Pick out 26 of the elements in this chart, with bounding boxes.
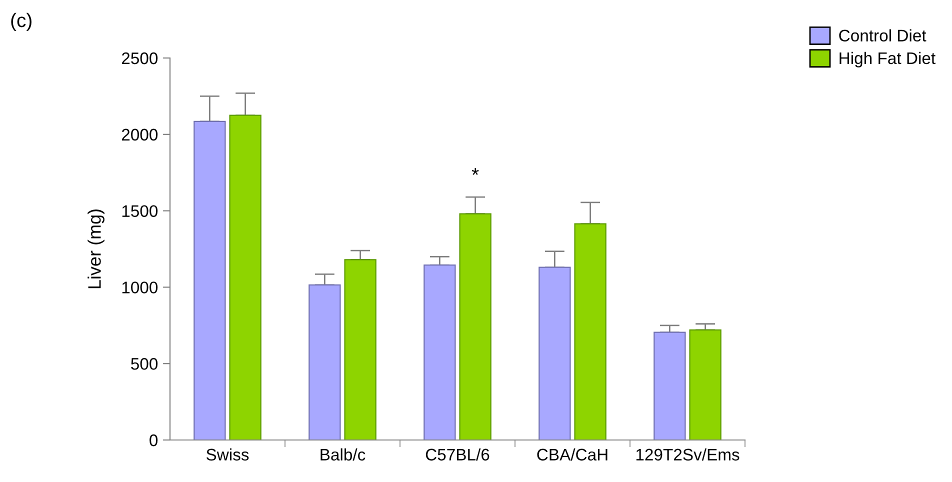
y-tick-label: 2500: [122, 52, 158, 64]
legend-label: Control Diet: [839, 29, 926, 42]
y-tick-label: 1000: [122, 282, 158, 294]
bar: [308, 284, 341, 440]
bar: [194, 120, 226, 440]
bar: [574, 223, 606, 440]
bar: [229, 114, 262, 440]
text: (c): [11, 12, 32, 32]
bar: [689, 329, 722, 440]
y-tick-label: 1500: [122, 205, 158, 218]
x-tick-label: C57BL/6: [426, 448, 490, 461]
bar: [654, 332, 686, 440]
legend-label: High Fat Diet: [840, 52, 936, 68]
bar: [424, 264, 456, 440]
bar: [459, 213, 492, 440]
bar: [538, 266, 571, 440]
y-tick-label: 2000: [122, 128, 158, 141]
y-tick-label: 0: [150, 434, 158, 446]
y-tick-label: 500: [131, 358, 158, 370]
x-tick-label: CBA/CaH: [537, 448, 608, 461]
y-axis-title: Liver (mg): [88, 209, 104, 288]
x-tick-label: Swiss: [206, 448, 249, 461]
x-tick-label: Balb/c: [320, 448, 366, 461]
annotation: *: [472, 168, 479, 175]
x-tick-label: 129T2Sv/Ems: [636, 448, 740, 461]
bar: [344, 259, 376, 440]
